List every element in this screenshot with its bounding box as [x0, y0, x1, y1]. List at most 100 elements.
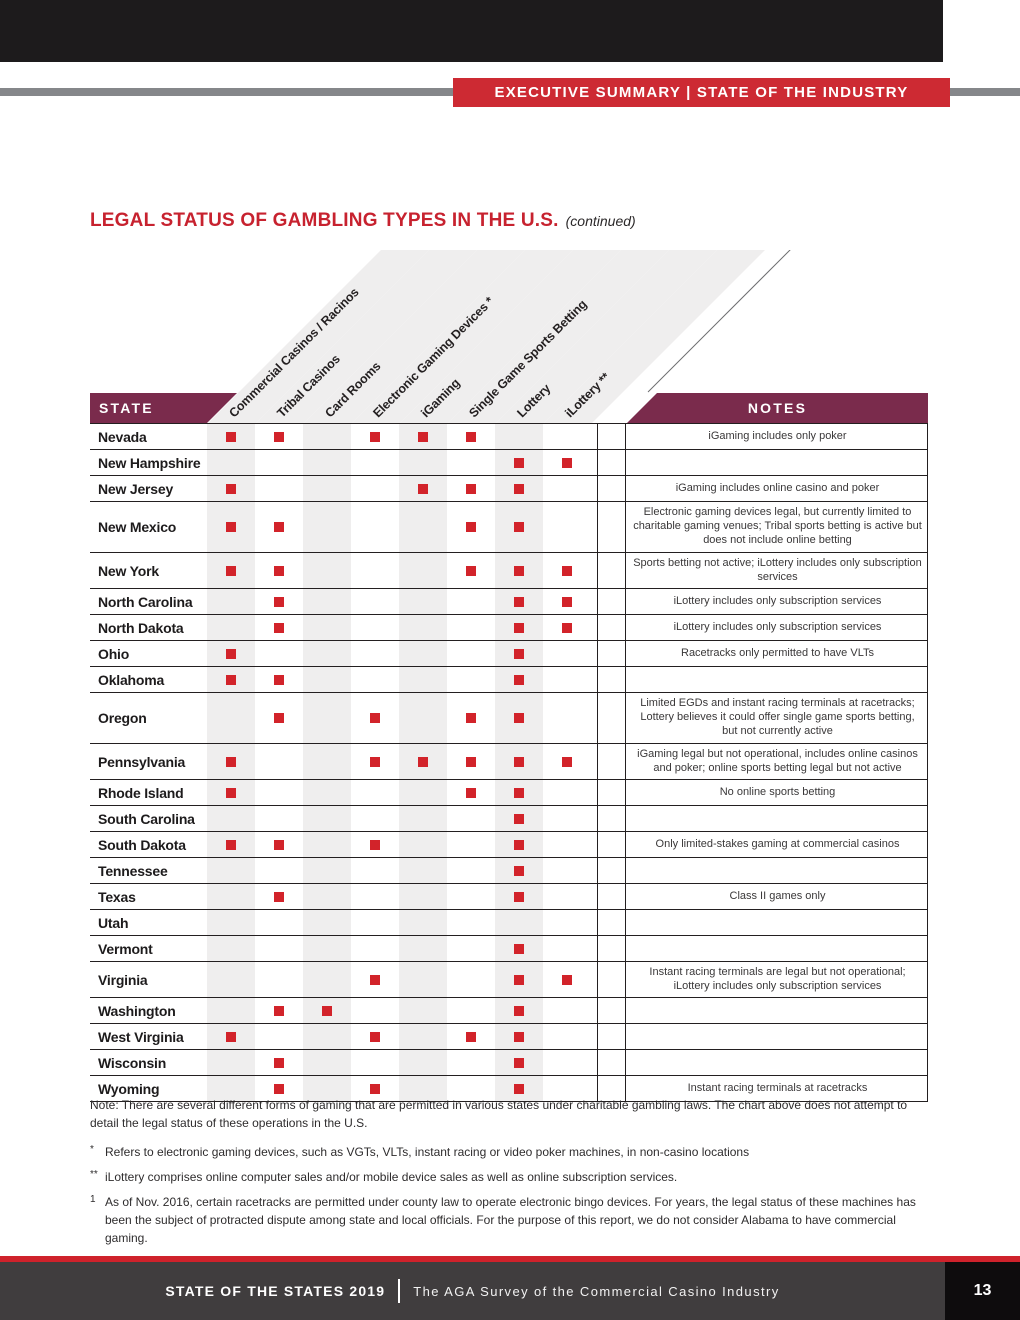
legal-check-square	[466, 522, 476, 532]
table-row: New York Sports betting not active; iLott…	[90, 553, 928, 589]
legal-check-square	[226, 648, 236, 659]
table-row: New Jersey iGaming includes online casino…	[90, 476, 928, 502]
legal-check-square	[274, 431, 284, 442]
legal-check-square	[514, 756, 524, 767]
state-name: Virginia	[98, 971, 148, 988]
legal-check-square	[466, 431, 476, 442]
legal-check-square	[226, 674, 236, 685]
state-name: Nevada	[98, 428, 147, 445]
state-name: Tennessee	[98, 862, 168, 879]
page-title-continued: (continued)	[565, 213, 636, 229]
legal-check-square	[514, 839, 524, 850]
state-name: North Carolina	[98, 593, 193, 610]
legal-check-square	[514, 943, 524, 954]
legal-check-square	[274, 596, 284, 607]
legal-check-square	[466, 565, 476, 576]
note-text: Sports betting not active; iLottery incl…	[633, 556, 922, 583]
note-text: Instant racing terminals are legal but n…	[649, 965, 906, 992]
note-text: Instant racing terminals at racetracks	[687, 1081, 868, 1094]
legal-check-square	[226, 756, 236, 767]
legal-check-square	[226, 839, 236, 850]
note-text: iGaming legal but not operational, inclu…	[637, 747, 918, 774]
legal-check-square	[226, 1031, 236, 1042]
table-row: Oklahoma	[90, 667, 928, 693]
table-row: Rhode Island No online sports betting	[90, 780, 928, 806]
footnotes: Note: There are several different forms …	[90, 1096, 935, 1254]
table-row: Utah	[90, 910, 928, 936]
legal-check-square	[370, 974, 380, 985]
legal-check-square	[418, 431, 428, 442]
table-row: Oregon Limited EGDs and instant racing te…	[90, 693, 928, 744]
legal-status-table: Nevada iGaming includes only poker New Ham…	[90, 423, 928, 1102]
state-name: New Jersey	[98, 480, 174, 497]
legal-check-square	[562, 622, 572, 633]
table-row: Nevada iGaming includes only poker	[90, 424, 928, 450]
legal-check-square	[226, 565, 236, 576]
legal-check-square	[274, 522, 284, 532]
note-text: Class II games only	[729, 889, 826, 902]
footnote-text: iLottery comprises online computer sales…	[105, 1170, 678, 1184]
legal-check-square	[514, 596, 524, 607]
legal-check-square	[466, 483, 476, 494]
note-text: Limited EGDs and instant racing terminal…	[640, 697, 915, 737]
state-name: West Virginia	[98, 1028, 184, 1045]
table-row: West Virginia	[90, 1024, 928, 1050]
legal-check-square	[562, 974, 572, 985]
legal-check-square	[274, 1083, 284, 1094]
legal-check-square	[466, 713, 476, 723]
legal-check-square	[562, 565, 572, 576]
table-row: South Dakota Only limited-stakes gaming a…	[90, 832, 928, 858]
section-badge: EXECUTIVE SUMMARY | STATE OF THE INDUSTR…	[453, 78, 950, 107]
legal-check-square	[514, 1005, 524, 1016]
legal-check-square	[418, 483, 428, 494]
state-name: Utah	[98, 914, 129, 931]
note-text: Electronic gaming devices legal, but cur…	[633, 506, 922, 546]
page-number: 13	[945, 1262, 1020, 1320]
legal-check-square	[514, 1031, 524, 1042]
header-stripe	[207, 250, 429, 424]
footnote-marker: 1	[90, 1194, 96, 1205]
table-row: New Mexico Electronic gaming devices lega…	[90, 502, 928, 553]
legal-check-square	[274, 565, 284, 576]
legal-check-square	[370, 756, 380, 767]
note-text: iLottery includes only subscription serv…	[673, 594, 882, 607]
legal-check-square	[514, 522, 524, 532]
state-name: Washington	[98, 1002, 176, 1019]
footnote-marker: *	[90, 1144, 94, 1155]
table-row: Wisconsin	[90, 1050, 928, 1076]
notes-diagonal-line	[647, 250, 791, 393]
state-name: New York	[98, 562, 159, 579]
state-name: Vermont	[98, 940, 153, 957]
table-row: Vermont	[90, 936, 928, 962]
column-shading	[303, 424, 351, 1102]
legal-check-square	[466, 787, 476, 798]
legal-check-square	[274, 1057, 284, 1068]
footer-text: STATE OF THE STATES 2019 The AGA Survey …	[0, 1262, 945, 1320]
state-name: Ohio	[98, 645, 130, 662]
footnote-marker: **	[90, 1169, 98, 1180]
table-note: Note: There are several different forms …	[90, 1098, 908, 1130]
legal-check-square	[514, 974, 524, 985]
header-stripe	[447, 250, 669, 424]
legal-check-square	[514, 674, 524, 685]
table-row: Ohio Racetracks only permitted to have VL…	[90, 641, 928, 667]
legal-check-square	[418, 756, 428, 767]
legal-check-square	[514, 565, 524, 576]
legal-check-square	[514, 648, 524, 659]
state-name: South Dakota	[98, 836, 186, 853]
table-row: North Carolina iLottery includes only sub…	[90, 589, 928, 615]
legal-check-square	[514, 713, 524, 723]
footnote-item: ** iLottery comprises online computer sal…	[90, 1168, 935, 1186]
legal-check-square	[226, 483, 236, 494]
note-text: iGaming includes only poker	[708, 429, 847, 442]
state-name: New Mexico	[98, 519, 177, 535]
footnote-text: As of Nov. 2016, certain racetracks are …	[105, 1195, 916, 1245]
page-title-text: LEGAL STATUS OF GAMBLING TYPES IN THE U.…	[90, 210, 559, 231]
footnote-text: Refers to electronic gaming devices, suc…	[105, 1145, 750, 1159]
state-name: Texas	[98, 888, 136, 905]
legal-check-square	[562, 596, 572, 607]
state-name: Pennsylvania	[98, 753, 186, 770]
header-stripe	[303, 250, 525, 424]
table-row: Tennessee	[90, 858, 928, 884]
